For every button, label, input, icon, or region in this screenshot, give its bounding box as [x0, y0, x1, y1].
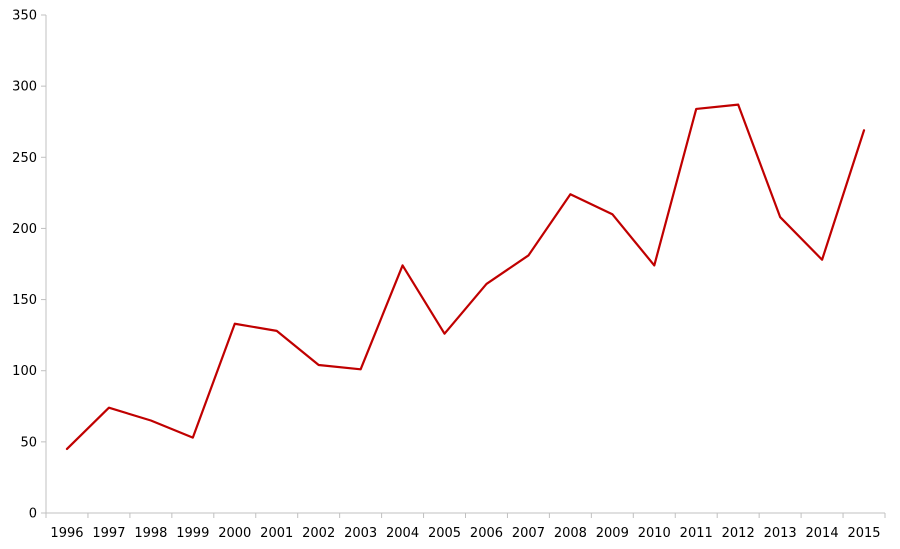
x-tick-label: 2015	[847, 526, 880, 541]
x-tick-label: 1999	[176, 526, 209, 541]
x-tick-label: 2004	[386, 526, 419, 541]
x-tick-label: 2010	[638, 526, 671, 541]
x-tick-label: 2002	[302, 526, 335, 541]
x-tick-label: 2003	[344, 526, 377, 541]
x-tick-label: 1998	[134, 526, 167, 541]
x-tick-label: 2001	[260, 526, 293, 541]
x-tick-label: 2000	[218, 526, 251, 541]
x-tick-label: 2008	[554, 526, 587, 541]
x-tick-label: 2005	[428, 526, 461, 541]
y-tick-label: 200	[12, 222, 37, 237]
x-tick-label: 2014	[806, 526, 839, 541]
y-tick-label: 50	[20, 435, 37, 450]
y-tick-label: 250	[12, 151, 37, 166]
series-layer	[65, 103, 866, 451]
x-tick-label: 2009	[596, 526, 629, 541]
y-tick-label: 300	[12, 80, 37, 95]
x-tick-label: 1996	[50, 526, 83, 541]
x-tick-label: 2011	[680, 526, 713, 541]
x-tick-label: 2007	[512, 526, 545, 541]
x-tick-label: 2006	[470, 526, 503, 541]
y-tick-label: 100	[12, 364, 37, 379]
y-axis: 0 50 100 150 200 250 300 350	[12, 9, 47, 522]
x-axis: 1996 1997 1998 1999 2000 2001 2002 2003 2004 2005…	[45, 512, 886, 541]
x-tick-label: 2012	[722, 526, 755, 541]
y-tick-label: 350	[12, 9, 37, 24]
x-tick-label: 1997	[92, 526, 125, 541]
series-line	[65, 103, 866, 451]
y-tick-label: 150	[12, 293, 37, 308]
y-tick-label: 0	[29, 507, 37, 522]
x-tick-label: 2013	[764, 526, 797, 541]
